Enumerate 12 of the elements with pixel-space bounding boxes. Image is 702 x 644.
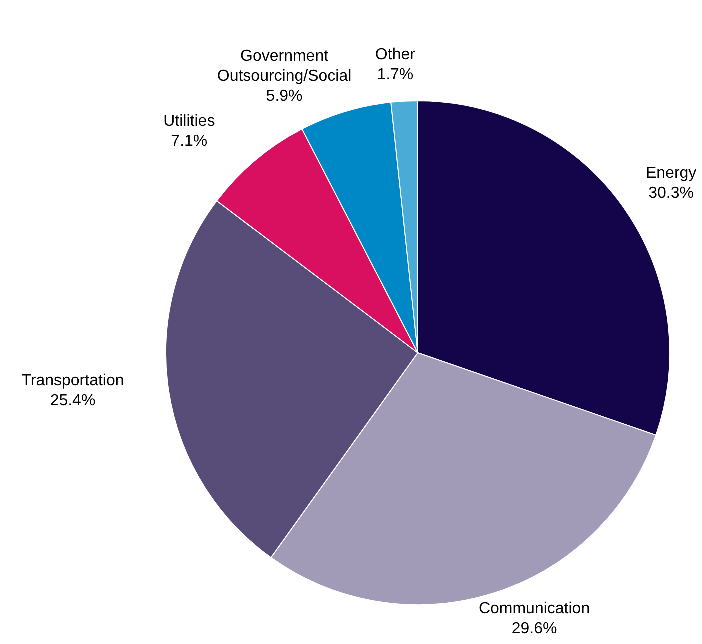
data-label: 5.9% xyxy=(266,88,303,106)
slice-label: Utilities xyxy=(164,112,216,130)
slice-label: Energy xyxy=(646,165,697,182)
data-label: 30.3% xyxy=(648,185,694,202)
slice-label: Communication xyxy=(478,600,590,618)
data-label: 29.6% xyxy=(512,620,558,638)
slice-label: Transportation xyxy=(22,372,124,390)
data-label: 7.1% xyxy=(171,132,208,150)
data-label: 1.7% xyxy=(377,66,414,84)
data-label: 25.4% xyxy=(50,392,96,410)
slice-label: Government Outsourcing/Social xyxy=(217,48,352,86)
slice-label: Other xyxy=(375,46,416,64)
